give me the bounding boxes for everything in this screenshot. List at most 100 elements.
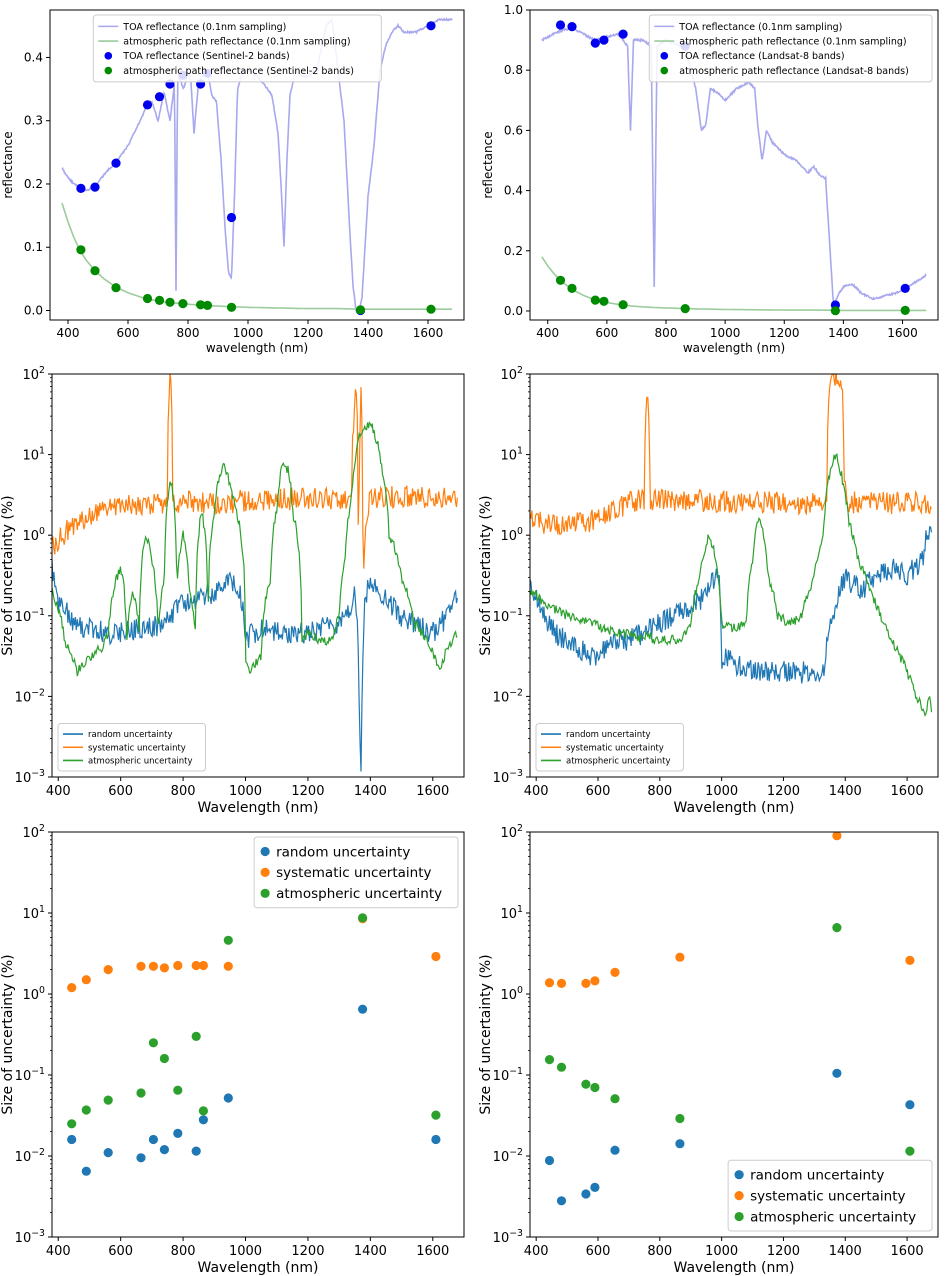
x-tick-label: 1600: [891, 784, 924, 799]
legend-entry: atmospheric path reflectance (0.1nm samp…: [123, 37, 350, 48]
legend-swatch-dot: [734, 1191, 744, 1201]
y-tick-label: 102: [23, 365, 46, 383]
x-tick-label: 400: [46, 784, 71, 799]
x-axis-label: Wavelength (nm): [674, 800, 795, 816]
y-tick-label: 102: [501, 823, 524, 841]
y-tick-label: 0.4: [24, 50, 43, 64]
legend-entry: random uncertainty: [88, 730, 173, 740]
y-axis-label: Size of uncertainty (%): [478, 495, 494, 655]
data-point-path_marker-5: [165, 297, 175, 307]
x-tick-label: 800: [655, 326, 678, 340]
data-point-systematic-1: [81, 975, 91, 985]
data-point-atmospheric-4: [148, 1038, 158, 1048]
data-point-toa_marker-1: [90, 182, 100, 192]
y-tick-label: 102: [501, 365, 524, 383]
data-point-random-8: [198, 1115, 208, 1125]
data-point-atmospheric-5: [675, 1113, 685, 1124]
x-tick-label: 1400: [353, 326, 384, 340]
series-line-atmospheric: [530, 452, 933, 718]
y-tick-label: 10−3: [15, 768, 45, 786]
y-tick-label: 0.3: [24, 114, 43, 128]
axes-frame: [529, 831, 939, 1238]
legend-entry: random uncertainty: [276, 844, 410, 860]
data-point-systematic-0: [67, 983, 77, 993]
data-point-toa_marker-0: [555, 20, 566, 30]
data-point-systematic-2: [103, 965, 113, 975]
y-tick-label: 10−2: [493, 687, 523, 705]
data-point-random-6: [173, 1128, 183, 1138]
legend-swatch-dot: [734, 1170, 744, 1180]
legend-box: [253, 836, 459, 909]
legend-entry: atmospheric path reflectance (Landsat-8 …: [679, 66, 909, 77]
plot-area: [544, 832, 915, 1206]
y-tick-label: 0.6: [504, 123, 523, 137]
legend-entry: atmospheric uncertainty: [566, 756, 671, 766]
x-tick-label: 1600: [891, 1244, 924, 1259]
y-tick-label: 10−1: [493, 607, 523, 625]
plot-area: [541, 20, 927, 316]
chart-d: 400 600 800 1000 1200 1400 1600 10−3 10−2 10−1 100…: [478, 365, 939, 816]
x-tick-label: 1200: [769, 326, 800, 340]
data-point-toa_marker-2: [111, 158, 121, 168]
legend: TOA reflectance (0.1nm sampling) atmosphe…: [92, 14, 382, 83]
x-tick-label: 800: [171, 784, 196, 799]
legend-swatch-dot: [660, 52, 669, 60]
x-tick-label: 800: [647, 784, 672, 799]
y-tick-label: 100: [23, 526, 46, 544]
legend-swatch-dot: [660, 66, 669, 75]
data-point-path_marker-4: [618, 300, 628, 310]
y-tick-label: 10−1: [493, 1066, 523, 1084]
legend: TOA reflectance (0.1nm sampling) atmosphe…: [648, 14, 933, 83]
axes-frame: [49, 9, 465, 321]
data-point-systematic-1: [556, 978, 567, 989]
y-tick-label: 10−2: [15, 687, 45, 705]
y-tick-label: 100: [501, 985, 524, 1003]
data-point-systematic-5: [675, 952, 685, 962]
series-line-systematic: [530, 374, 933, 535]
y-tick-label: 10−2: [493, 1147, 523, 1165]
x-tick-label: 600: [117, 326, 140, 340]
legend-entry: systematic uncertainty: [276, 865, 431, 881]
legend-box: [727, 1159, 933, 1232]
data-point-atmospheric-11: [431, 1110, 441, 1120]
data-point-atmospheric-6: [832, 923, 842, 933]
y-axis-label: Size of uncertainty (%): [478, 954, 494, 1114]
y-tick-label: 0.4: [504, 184, 523, 198]
x-tick-label: 1400: [354, 1244, 387, 1259]
legend: random uncertainty systematic uncertainty…: [57, 722, 206, 772]
data-point-path_marker-4: [154, 295, 165, 305]
x-axis-label: Wavelength (nm): [198, 800, 319, 816]
legend-entry: TOA reflectance (Sentinel-2 bands): [122, 51, 289, 62]
data-point-path_marker-10: [355, 305, 366, 315]
x-tick-label: 600: [595, 326, 618, 340]
data-point-toa_marker-7: [900, 283, 910, 293]
data-point-toa_marker-1: [567, 22, 577, 32]
y-tick-label: 100: [501, 526, 524, 544]
axes-frame: [51, 831, 465, 1238]
data-point-path_marker-2: [111, 283, 121, 293]
x-tick-label: 1200: [293, 326, 324, 340]
y-tick-label: 10−2: [15, 1147, 45, 1165]
legend-box: [535, 722, 684, 772]
x-tick-label: 1200: [291, 1244, 324, 1259]
chart-a: 400 600 800 1000 1200 1400 1600 0.0 0.1 0.2 0.3 0.4…: [1, 9, 465, 355]
data-point-atmospheric-9: [223, 935, 233, 945]
data-point-path_marker-6: [830, 306, 841, 316]
legend-swatch-dot: [734, 1211, 744, 1222]
y-tick-label: 0.8: [504, 63, 523, 77]
y-tick-label: 102: [23, 823, 46, 841]
chart-e: 400 600 800 1000 1200 1400 1600 10−3 10−2 10−1 100…: [0, 823, 465, 1276]
x-tick-label: 800: [171, 1244, 196, 1259]
x-tick-label: 600: [108, 784, 133, 799]
data-point-toa_marker-4: [154, 92, 165, 102]
data-point-random-10: [358, 1004, 368, 1014]
x-tick-label: 1000: [233, 326, 264, 340]
axes-frame: [529, 9, 939, 321]
x-tick-label: 400: [57, 326, 80, 340]
x-tick-label: 1000: [229, 1244, 262, 1259]
legend-swatch-dot: [260, 888, 270, 898]
data-point-path_marker-7: [900, 305, 910, 315]
data-point-toa_marker-3: [142, 100, 153, 110]
y-tick-label: 10−1: [15, 607, 45, 625]
data-point-systematic-11: [431, 951, 441, 962]
